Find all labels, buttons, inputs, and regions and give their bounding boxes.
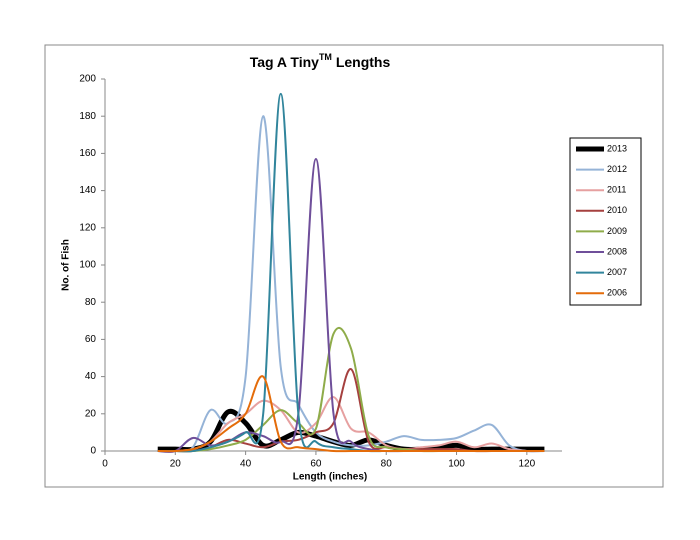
x-tick-label: 0 [102, 459, 108, 470]
legend-label: 2010 [607, 205, 627, 215]
y-tick-label: 40 [85, 371, 97, 382]
x-tick-label: 20 [170, 459, 182, 470]
legend-label: 2013 [607, 143, 627, 153]
legend-label: 2006 [607, 288, 627, 298]
y-tick-label: 80 [85, 297, 97, 308]
y-tick-label: 200 [79, 74, 96, 85]
y-axis-title: No. of Fish [61, 239, 72, 291]
x-tick-label: 40 [240, 459, 252, 470]
y-tick-label: 160 [79, 148, 96, 159]
y-tick-label: 100 [79, 260, 96, 271]
title-text: Tag A Tiny [250, 54, 319, 70]
legend-label: 2009 [607, 226, 627, 236]
chart-title: Tag A TinyTM Lengths [250, 52, 391, 69]
legend-label: 2008 [607, 246, 627, 256]
y-tick-label: 60 [85, 334, 97, 345]
legend-label: 2007 [607, 267, 627, 277]
y-tick-label: 180 [79, 111, 96, 122]
y-tick-label: 140 [79, 185, 96, 196]
y-tick-label: 20 [85, 408, 97, 419]
x-tick-label: 100 [448, 459, 465, 470]
x-tick-label: 60 [310, 459, 322, 470]
series-line [157, 396, 545, 453]
chart-border [44, 44, 664, 488]
title-text: Lengths [332, 54, 391, 70]
y-tick-label: 0 [90, 446, 96, 457]
y-tick-label: 120 [79, 222, 96, 233]
x-axis-title: Length (inches) [293, 472, 367, 483]
x-tick-label: 120 [519, 459, 536, 470]
legend-label: 2011 [607, 185, 626, 195]
series-line [157, 375, 545, 453]
title-superscript: TM [319, 52, 332, 62]
legend-box [569, 137, 642, 306]
x-tick-label: 80 [381, 459, 393, 470]
legend-label: 2012 [607, 164, 627, 174]
